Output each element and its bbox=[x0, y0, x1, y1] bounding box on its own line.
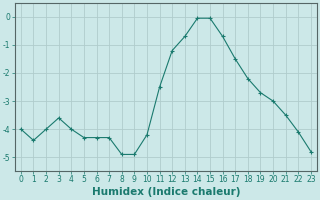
X-axis label: Humidex (Indice chaleur): Humidex (Indice chaleur) bbox=[92, 187, 240, 197]
